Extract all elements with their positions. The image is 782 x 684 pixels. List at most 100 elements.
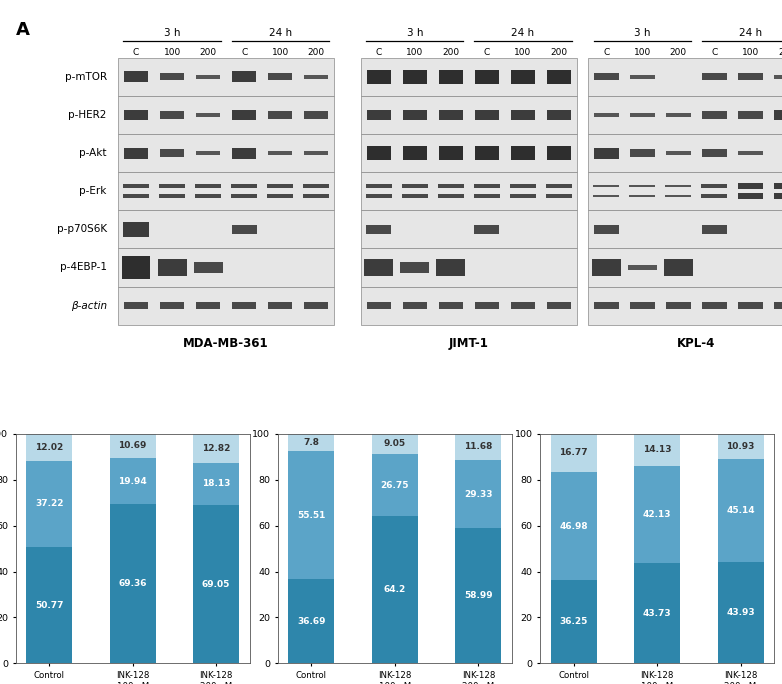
Text: p-p70S6K: p-p70S6K — [56, 224, 106, 235]
Bar — [592, 259, 621, 276]
Text: p-4EBP-1: p-4EBP-1 — [59, 263, 106, 272]
Bar — [304, 151, 328, 155]
Bar — [588, 57, 782, 96]
Bar — [439, 146, 463, 160]
Bar — [364, 259, 393, 276]
Bar — [366, 184, 392, 188]
Bar — [701, 184, 727, 188]
Text: 24 h: 24 h — [739, 28, 762, 38]
Bar — [474, 224, 500, 234]
Bar — [436, 259, 465, 276]
Bar — [664, 259, 693, 276]
Bar — [594, 224, 619, 234]
Bar — [594, 113, 619, 117]
Text: 11.68: 11.68 — [465, 443, 493, 451]
Bar — [196, 75, 221, 79]
Bar — [118, 248, 334, 287]
Text: p-Erk: p-Erk — [79, 186, 106, 196]
Bar — [774, 109, 782, 120]
Text: 26.75: 26.75 — [381, 481, 409, 490]
Bar — [474, 184, 500, 188]
Bar — [551, 434, 597, 472]
Bar — [361, 172, 577, 210]
Bar — [400, 262, 429, 273]
Text: 45.14: 45.14 — [726, 506, 755, 515]
Bar — [124, 222, 149, 237]
Text: 100: 100 — [515, 48, 532, 57]
Bar — [475, 70, 499, 84]
Bar — [194, 262, 223, 273]
Text: 100: 100 — [271, 48, 289, 57]
Text: 7.8: 7.8 — [303, 438, 319, 447]
Bar — [232, 148, 256, 159]
Bar — [123, 184, 149, 188]
Bar — [372, 516, 418, 663]
Bar — [118, 172, 334, 210]
Bar — [551, 472, 597, 580]
Bar — [511, 109, 535, 120]
Bar — [403, 302, 427, 309]
Bar — [372, 454, 418, 516]
Bar — [438, 194, 464, 198]
Text: 43.93: 43.93 — [726, 609, 755, 618]
Bar — [510, 194, 536, 198]
Bar — [366, 224, 392, 234]
Bar — [402, 184, 428, 188]
Bar — [547, 70, 571, 84]
Text: 69.36: 69.36 — [118, 579, 147, 588]
Bar — [634, 563, 680, 663]
Bar — [303, 194, 329, 198]
Bar — [475, 146, 499, 160]
Bar — [439, 109, 463, 120]
Bar — [511, 302, 535, 309]
Bar — [666, 151, 691, 155]
Bar — [196, 302, 221, 309]
Bar — [738, 151, 762, 155]
Bar — [158, 259, 186, 276]
Bar — [474, 194, 500, 198]
Bar — [303, 184, 329, 188]
Bar — [367, 146, 391, 160]
Text: 10.69: 10.69 — [119, 441, 147, 450]
Bar — [124, 71, 149, 82]
Bar — [738, 111, 762, 118]
Text: 200: 200 — [670, 48, 687, 57]
Bar — [475, 109, 499, 120]
Bar — [738, 73, 762, 81]
Bar — [702, 111, 726, 118]
Bar — [634, 434, 680, 466]
Text: A: A — [16, 21, 30, 38]
Bar — [268, 302, 292, 309]
Text: 36.25: 36.25 — [559, 617, 588, 627]
Text: 100: 100 — [633, 48, 651, 57]
Text: C: C — [484, 48, 490, 57]
Bar — [27, 547, 72, 663]
Bar — [774, 75, 782, 79]
Bar — [588, 134, 782, 172]
Bar — [702, 150, 726, 157]
Bar — [367, 70, 391, 84]
Bar — [594, 185, 619, 187]
Bar — [232, 71, 256, 82]
Bar — [196, 151, 221, 155]
Text: 200: 200 — [199, 48, 217, 57]
Text: 100: 100 — [163, 48, 181, 57]
Bar — [361, 287, 577, 325]
Bar — [361, 134, 577, 172]
Bar — [361, 210, 577, 248]
Bar — [109, 434, 156, 458]
Bar — [196, 113, 221, 117]
Bar — [439, 70, 463, 84]
Bar — [588, 287, 782, 325]
Bar — [511, 70, 535, 84]
Text: 100: 100 — [406, 48, 423, 57]
Bar — [594, 195, 619, 197]
Bar — [122, 256, 150, 279]
Bar — [455, 460, 501, 528]
Bar — [268, 73, 292, 81]
Bar — [546, 194, 572, 198]
Bar — [118, 57, 334, 96]
Bar — [231, 224, 256, 234]
Bar — [159, 194, 185, 198]
Bar — [367, 302, 391, 309]
